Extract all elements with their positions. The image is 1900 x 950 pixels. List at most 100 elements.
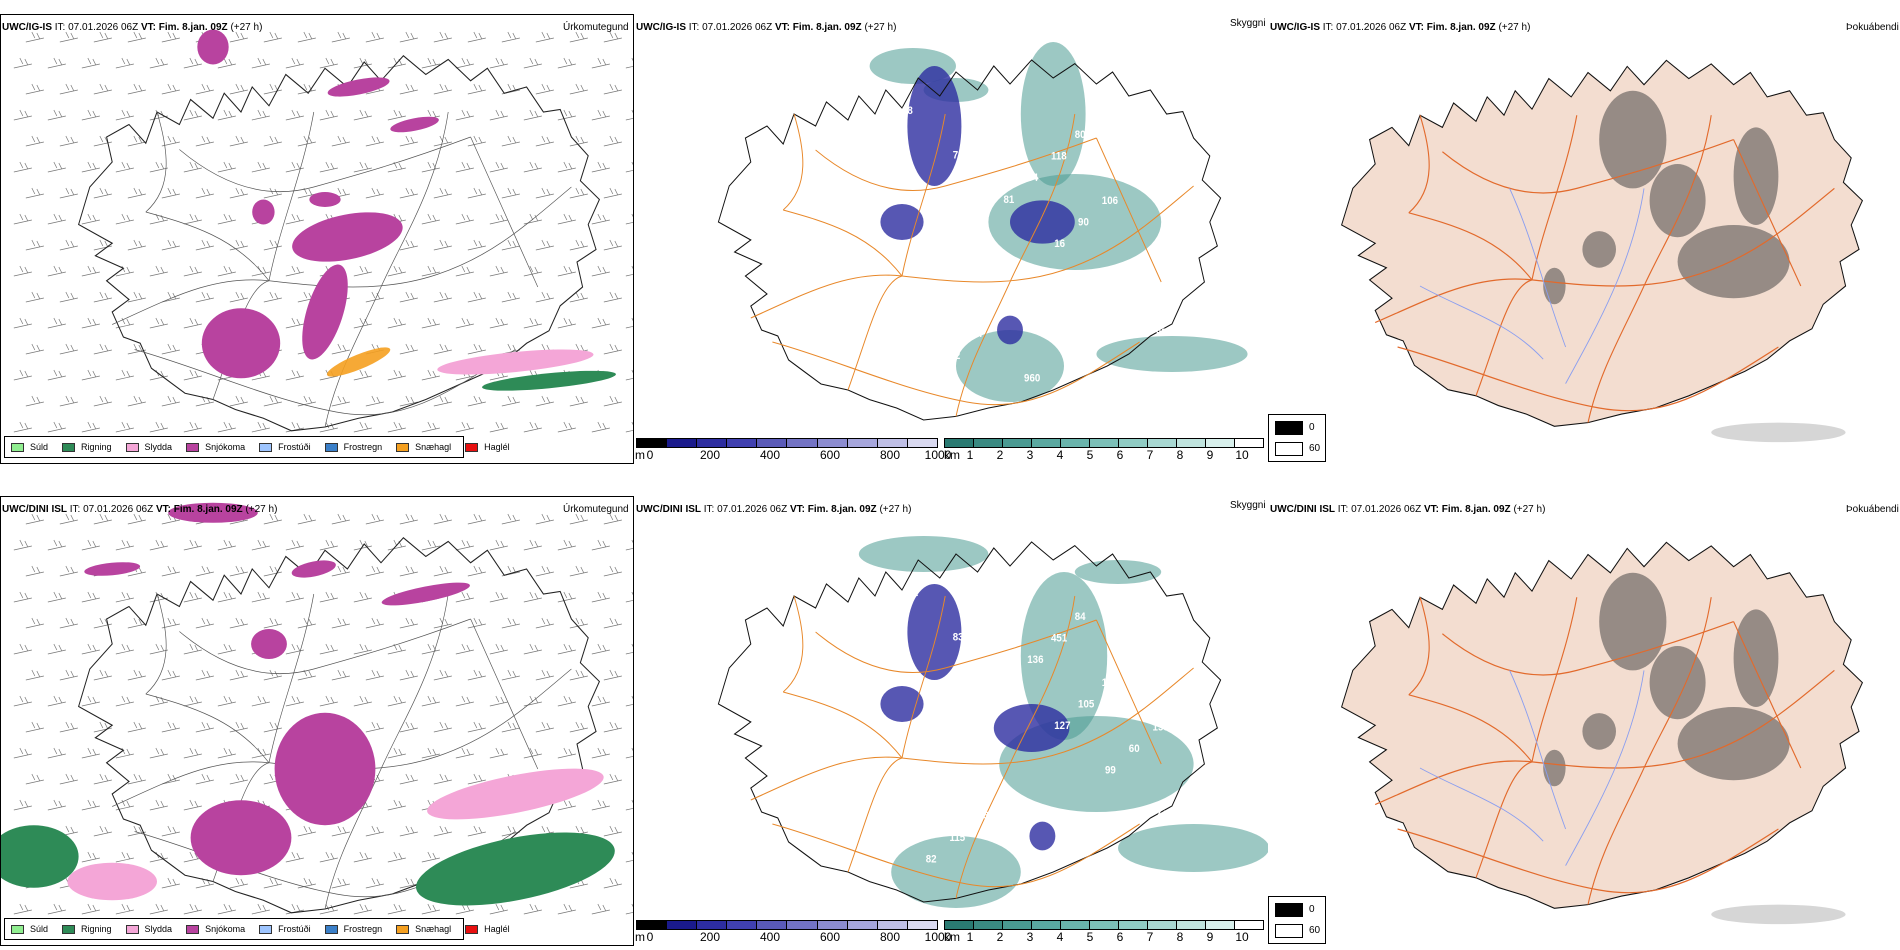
wind-barb — [195, 669, 214, 681]
precip-legend-bottom: Súld Rigning Slydda Snjókoma Frostúði Fr… — [4, 918, 510, 940]
wind-barb — [263, 291, 282, 303]
road-line — [1531, 115, 1578, 281]
wind-barb — [263, 513, 282, 525]
wind-barb — [115, 57, 134, 69]
wind-barb — [25, 239, 44, 251]
wind-barb — [183, 317, 202, 329]
wind-barb — [81, 317, 100, 329]
wind-barb — [319, 421, 338, 433]
wind-barb — [557, 695, 576, 707]
wind-barb — [353, 57, 372, 69]
legend-item-frostudi: Frostúði — [259, 442, 311, 452]
wind-barb — [263, 617, 282, 629]
wind-barb — [535, 135, 554, 147]
wind-barb — [81, 851, 100, 863]
vis-unit-m-top: m — [635, 448, 645, 462]
wind-barb — [455, 161, 474, 173]
wind-barb — [183, 161, 202, 173]
wind-barb — [285, 851, 304, 863]
road-line — [901, 113, 946, 277]
wind-barb — [489, 57, 508, 69]
visibility-value-label: 28 — [946, 745, 957, 757]
visibility-area — [858, 536, 989, 572]
wind-barb — [251, 161, 270, 173]
wind-barb — [523, 57, 542, 69]
precip-area — [67, 862, 157, 901]
wind-barb — [421, 851, 440, 863]
wind-barb — [13, 161, 32, 173]
wind-barb — [387, 109, 406, 121]
low-visibility-area — [880, 204, 924, 241]
vis-bar-km-bottom — [944, 920, 1264, 930]
wind-barb — [603, 513, 622, 525]
road-line — [847, 275, 903, 391]
wind-barb — [603, 343, 622, 355]
wind-barb — [523, 109, 542, 121]
wind-barb — [13, 421, 32, 433]
wind-barb — [59, 395, 78, 407]
visibility-value-label: 136 — [1027, 655, 1043, 667]
visibility-value-label: 93 — [1156, 328, 1167, 340]
wind-barb — [501, 617, 520, 629]
wind-barb — [161, 239, 180, 251]
visibility-area — [1020, 42, 1086, 186]
wind-barb — [263, 31, 282, 43]
wind-barb — [59, 669, 78, 681]
wind-barb — [161, 565, 180, 577]
wind-barb — [557, 317, 576, 329]
wind-barb — [25, 773, 44, 785]
wind-barb — [115, 213, 134, 225]
wind-barb — [433, 31, 452, 43]
visibility-value-label: 257 — [923, 284, 939, 296]
visibility-area — [1118, 824, 1268, 872]
visibility-value-label: 72 — [950, 350, 961, 362]
wind-barb — [251, 695, 270, 707]
wind-barb — [59, 617, 78, 629]
wind-barb — [319, 161, 338, 173]
wind-barb — [217, 903, 236, 915]
visibility-value-label: 98 — [902, 106, 913, 118]
row-header-fog-top: UWC/IG-IS IT: 07.01.2026 06Z VT: Fim. 8.… — [1270, 22, 1531, 33]
wind-barb — [557, 421, 576, 433]
legend-swatch — [465, 924, 479, 934]
wind-barb — [353, 161, 372, 173]
legend-item-snaehagl: Snæhagl — [396, 924, 451, 934]
wind-barb — [81, 213, 100, 225]
wind-barb — [387, 747, 406, 759]
wind-barb — [115, 747, 134, 759]
visibility-value-label: 113 — [973, 811, 989, 823]
wind-barb — [47, 369, 66, 381]
precip-area — [84, 562, 141, 576]
wind-barb — [501, 31, 520, 43]
wind-barb — [25, 669, 44, 681]
wind-barb — [557, 591, 576, 603]
wind-barb — [535, 291, 554, 303]
row-header-vis-bottom: UWC/DINI ISL IT: 07.01.2026 06Z VT: Fim.… — [636, 504, 912, 515]
wind-barb — [591, 747, 610, 759]
wind-barb — [399, 395, 418, 407]
road-line — [772, 341, 1140, 406]
wind-barb — [81, 57, 100, 69]
road-line — [179, 136, 471, 193]
wind-barb — [399, 513, 418, 525]
wind-barb — [399, 343, 418, 355]
road-line — [1643, 597, 1712, 769]
wind-barb — [81, 539, 100, 551]
wind-barb — [217, 213, 236, 225]
wind-barb — [467, 187, 486, 199]
iceland-map-group — [77, 29, 616, 432]
wind-barb — [433, 239, 452, 251]
wind-barb — [353, 369, 372, 381]
legend-item-frostudi: Frostúði — [259, 924, 311, 934]
wind-barb — [13, 265, 32, 277]
road-line — [1587, 767, 1645, 905]
wind-barb — [251, 903, 270, 915]
road-line — [955, 281, 1011, 417]
precip-area — [302, 264, 348, 360]
wind-barb — [569, 291, 588, 303]
wind-barb — [399, 31, 418, 43]
legend-item-slydda: Slydda — [125, 442, 172, 452]
wind-barb — [229, 187, 248, 199]
wind-barb — [557, 57, 576, 69]
wind-barb — [47, 265, 66, 277]
